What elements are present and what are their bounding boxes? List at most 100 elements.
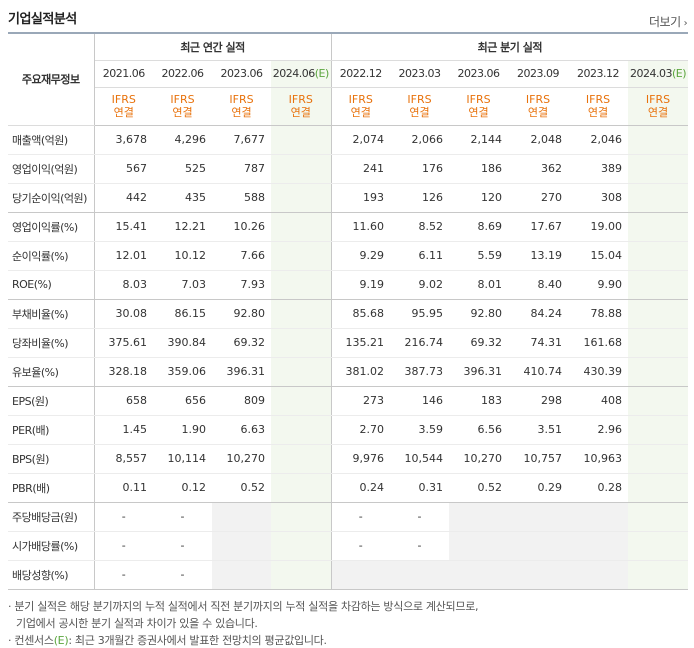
value-cell — [628, 270, 689, 300]
value-cell: 120 — [449, 183, 509, 213]
value-cell: - — [330, 531, 391, 561]
value-cell: 10.12 — [153, 241, 212, 271]
value-cell: 10,757 — [508, 444, 569, 474]
value-cell: 389 — [568, 154, 629, 184]
financial-table: 주요재무정보 최근 연간 실적 최근 분기 실적 2021.06 2022.06 2… — [8, 32, 689, 590]
period-header: 2022.12 — [330, 60, 391, 88]
row-label: PBR(배) — [8, 473, 95, 503]
value-cell: 3,678 — [94, 125, 153, 155]
value-cell: 1.45 — [94, 415, 153, 445]
value-cell: 270 — [508, 183, 569, 213]
table-row: 매출액(억원) 3,678 4,296 7,677 2,074 2,066 2,144 2,0… — [8, 125, 689, 155]
ifrs-header: IFRS 연결 — [94, 87, 153, 126]
value-cell: 69.32 — [212, 328, 271, 358]
value-cell: 10,963 — [568, 444, 629, 474]
row-label: EPS(원) — [8, 386, 95, 416]
row-label: 유보율(%) — [8, 357, 95, 387]
value-cell: 0.12 — [153, 473, 212, 503]
value-cell: 9.19 — [330, 270, 391, 300]
value-cell — [271, 415, 332, 445]
value-cell: 11.60 — [330, 212, 391, 242]
more-link[interactable]: 더보기 › — [649, 13, 688, 30]
period-header: 2023.12 — [568, 60, 629, 88]
value-cell — [628, 444, 689, 474]
annual-group-header: 최근 연간 실적 — [94, 32, 332, 61]
value-cell: 10,114 — [153, 444, 212, 474]
value-cell: 12.21 — [153, 212, 212, 242]
value-cell: 10.26 — [212, 212, 271, 242]
value-cell: 0.29 — [508, 473, 569, 503]
value-cell — [628, 299, 689, 329]
table-row: BPS(원) 8,557 10,114 10,270 9,976 10,544 10,270… — [8, 444, 689, 474]
value-cell: 3.51 — [508, 415, 569, 445]
ifrs-header: IFRS 연결 — [449, 87, 509, 126]
value-cell: 408 — [568, 386, 629, 416]
value-cell — [271, 473, 332, 503]
value-cell — [212, 502, 271, 532]
value-cell: 588 — [212, 183, 271, 213]
value-cell — [212, 560, 271, 590]
value-cell — [271, 154, 332, 184]
more-label: 더보기 — [649, 15, 681, 29]
value-cell: 298 — [508, 386, 569, 416]
value-cell: 8,557 — [94, 444, 153, 474]
value-cell: 9,976 — [330, 444, 391, 474]
note-consensus-text: : 최근 3개월간 증권사에서 발표한 전망치의 평균값입니다. — [68, 634, 327, 647]
value-cell: 0.24 — [330, 473, 391, 503]
table-row: 시가배당률(%) - - - - — [8, 531, 689, 561]
value-cell: 85.68 — [330, 299, 391, 329]
value-cell: 74.31 — [508, 328, 569, 358]
value-cell: - — [390, 531, 450, 561]
value-cell — [271, 212, 332, 242]
value-cell: 193 — [330, 183, 391, 213]
value-cell: 15.04 — [568, 241, 629, 271]
value-cell: 78.88 — [568, 299, 629, 329]
value-cell: 15.41 — [94, 212, 153, 242]
value-cell — [271, 183, 332, 213]
value-cell: 8.69 — [449, 212, 509, 242]
ifrs-header: IFRS 연결 — [628, 87, 689, 126]
row-label: 부채비율(%) — [8, 299, 95, 329]
value-cell: 8.03 — [94, 270, 153, 300]
value-cell: 1.90 — [153, 415, 212, 445]
value-cell — [628, 531, 689, 561]
value-cell: 146 — [390, 386, 450, 416]
row-label: 영업이익(억원) — [8, 154, 95, 184]
value-cell: 525 — [153, 154, 212, 184]
value-cell: 13.19 — [508, 241, 569, 271]
value-cell — [271, 386, 332, 416]
value-cell — [628, 212, 689, 242]
value-cell: 95.95 — [390, 299, 450, 329]
value-cell: 92.80 — [449, 299, 509, 329]
table-row: PER(배) 1.45 1.90 6.63 2.70 3.59 6.56 3.51 2.96 — [8, 415, 689, 445]
table-row: ROE(%) 8.03 7.03 7.93 9.19 9.02 8.01 8.40 9.90 — [8, 270, 689, 300]
value-cell: 430.39 — [568, 357, 629, 387]
table-row: 유보율(%) 328.18 359.06 396.31 381.02 387.73 396.… — [8, 357, 689, 387]
value-cell: 5.59 — [449, 241, 509, 271]
value-cell: 2,046 — [568, 125, 629, 155]
value-cell: 390.84 — [153, 328, 212, 358]
value-cell: 216.74 — [390, 328, 450, 358]
value-cell: 2,048 — [508, 125, 569, 155]
value-cell: 410.74 — [508, 357, 569, 387]
value-cell: 6.56 — [449, 415, 509, 445]
value-cell — [628, 154, 689, 184]
note-consensus-label: · 컨센서스 — [8, 634, 54, 647]
ifrs-header: IFRS 연결 — [271, 87, 332, 126]
value-cell: 2.96 — [568, 415, 629, 445]
value-cell: 0.31 — [390, 473, 450, 503]
ifrs-header: IFRS 연결 — [153, 87, 212, 126]
value-cell: 186 — [449, 154, 509, 184]
value-cell: 2,066 — [390, 125, 450, 155]
value-cell: 381.02 — [330, 357, 391, 387]
value-cell: - — [94, 502, 153, 532]
value-cell: 19.00 — [568, 212, 629, 242]
estimate-mark: (E) — [53, 634, 69, 647]
value-cell — [271, 502, 332, 532]
table-row: EPS(원) 658 656 809 273 146 183 298 408 — [8, 386, 689, 416]
value-cell — [628, 560, 689, 590]
value-cell — [271, 270, 332, 300]
period-header: 2021.06 — [94, 60, 153, 88]
table-row: 당좌비율(%) 375.61 390.84 69.32 135.21 216.74 69.3… — [8, 328, 689, 358]
value-cell: - — [153, 502, 212, 532]
